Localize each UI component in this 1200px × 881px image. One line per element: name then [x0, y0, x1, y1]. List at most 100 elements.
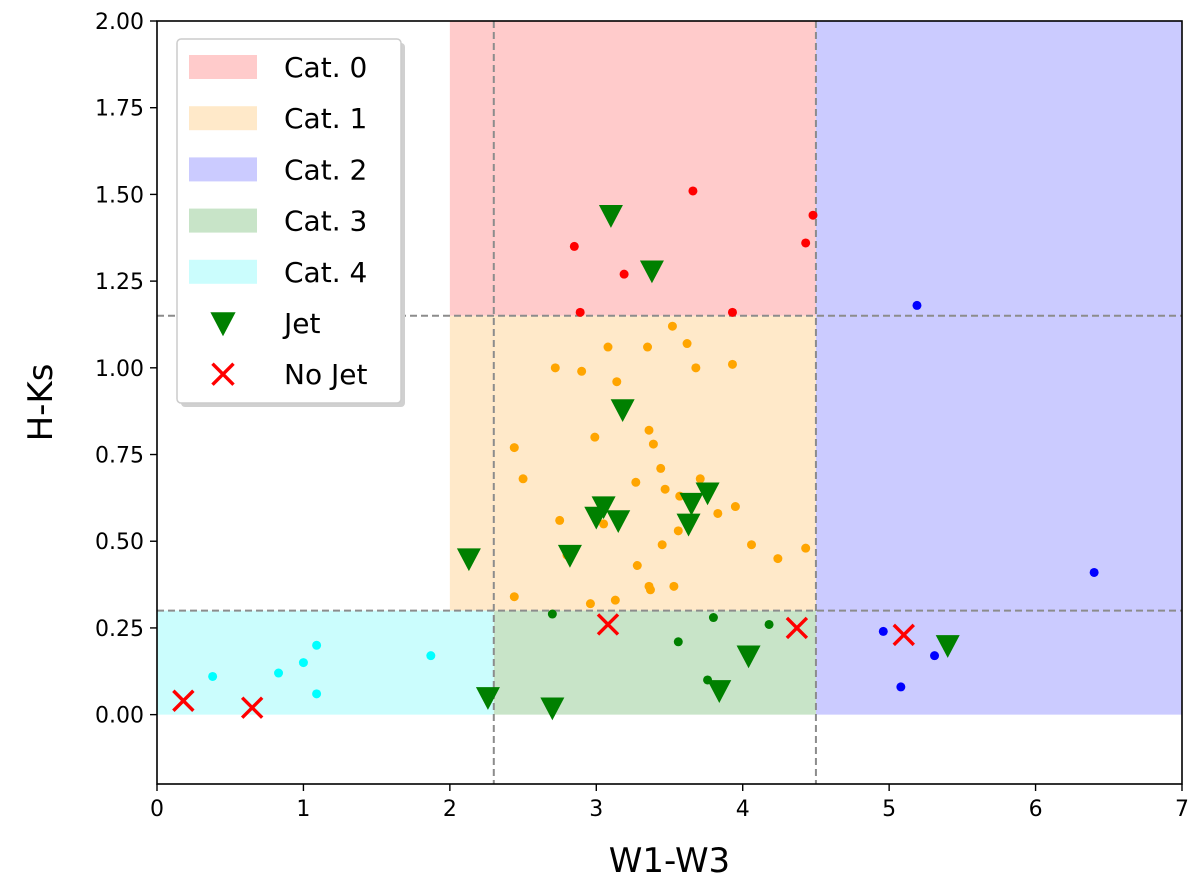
series-cat-3-sources [547, 609, 774, 685]
x-marker [785, 616, 809, 640]
legend-swatch [189, 259, 257, 284]
triangle-down-marker [456, 548, 481, 572]
point [656, 463, 666, 473]
triangle-down-marker [475, 687, 500, 710]
point [1089, 567, 1099, 577]
triangle-down-legend-marker [210, 312, 236, 337]
x-marker [240, 696, 264, 719]
data-points [172, 186, 1099, 721]
x-tick-label: 4 [736, 797, 750, 822]
triangle-down-marker [707, 680, 732, 703]
y-tick-label: 0.50 [95, 530, 144, 555]
legend-label: No Jet [284, 358, 367, 391]
legend-label: Cat. 0 [284, 51, 367, 84]
triangle-down-marker [736, 645, 761, 669]
plot-frame [156, 20, 1183, 785]
y-tick-label: 1.75 [95, 97, 144, 122]
point [673, 637, 683, 647]
y-tick-label: 0.75 [95, 444, 144, 469]
point [298, 658, 308, 668]
point [930, 651, 940, 661]
point [747, 540, 756, 550]
legend-item-jet: Jet [210, 307, 320, 340]
point [730, 502, 740, 512]
x-marker [596, 613, 620, 636]
y-tick-label: 1.00 [95, 357, 144, 382]
category-regions [157, 21, 1182, 715]
region-cat-0 [449, 21, 816, 316]
y-axis-ticks: 0.00 0.25 0.50 0.75 1.00 1.25 1.50 1.75 2.00 [95, 10, 157, 729]
legend-item-cat-2: Cat. 2 [189, 153, 367, 186]
region-cat-4 [157, 610, 494, 715]
point [590, 432, 600, 442]
x-axis-title: W1-W3 [609, 841, 730, 881]
point [509, 592, 519, 602]
triangle-down-marker [606, 510, 631, 534]
x-tick-label: 2 [443, 797, 457, 822]
point [773, 554, 783, 564]
legend-label: Cat. 4 [284, 256, 367, 289]
triangle-down-marker [679, 492, 704, 516]
legend-label: Cat. 2 [284, 153, 367, 186]
point [550, 363, 560, 373]
point [312, 640, 322, 650]
x-tick-label: 5 [882, 797, 896, 822]
y-tick-label: 1.25 [95, 270, 144, 295]
point [764, 619, 774, 629]
x-tick-label: 6 [1029, 797, 1043, 822]
triangle-down-marker [695, 482, 720, 506]
triangle-down-marker [676, 513, 701, 537]
point [673, 526, 683, 536]
point [912, 300, 922, 310]
legend-label: Cat. 3 [284, 205, 367, 238]
region-cat-1 [449, 315, 816, 611]
point [603, 342, 613, 352]
x-tick-label: 7 [1175, 797, 1189, 822]
x-tick-label: 1 [296, 797, 310, 822]
point [612, 377, 622, 387]
triangle-down-marker [540, 697, 565, 721]
point [547, 609, 557, 619]
point [569, 241, 579, 251]
legend-label: Jet [282, 307, 320, 340]
y-axis-title: H-Ks [21, 364, 61, 442]
y-tick-label: 2.00 [95, 10, 144, 35]
legend-item-no-jet: No Jet [211, 358, 367, 391]
y-tick-label: 0.25 [95, 617, 144, 642]
point [657, 540, 667, 550]
series-cat-4-sources [208, 640, 436, 699]
triangle-down-marker [598, 205, 623, 228]
point [274, 668, 284, 678]
series-cat-2-sources [878, 300, 1099, 692]
point [669, 581, 679, 591]
point [577, 366, 587, 376]
y-tick-label: 0.00 [95, 704, 144, 729]
y-tick-label: 1.50 [95, 183, 144, 208]
series-jet [456, 205, 960, 721]
point [660, 484, 670, 494]
point [518, 474, 528, 484]
x-marker [172, 689, 195, 712]
triangle-down-marker [591, 496, 616, 520]
region-cat-3 [493, 610, 816, 715]
point [648, 439, 658, 449]
point [585, 599, 595, 609]
point [631, 477, 641, 487]
legend-item-cat-4: Cat. 4 [189, 256, 367, 289]
point [801, 543, 811, 553]
point [645, 585, 655, 595]
point [599, 519, 609, 529]
x-tick-label: 0 [150, 797, 164, 822]
point [727, 307, 737, 317]
legend-item-cat-0: Cat. 0 [189, 51, 367, 84]
point [619, 269, 629, 279]
x-legend-marker [211, 362, 235, 386]
legend-swatch [189, 157, 257, 182]
point [555, 515, 565, 525]
point [878, 626, 888, 636]
point [208, 671, 218, 681]
series-no-jet [172, 613, 915, 719]
legend-swatch [189, 208, 257, 233]
point [575, 307, 585, 317]
